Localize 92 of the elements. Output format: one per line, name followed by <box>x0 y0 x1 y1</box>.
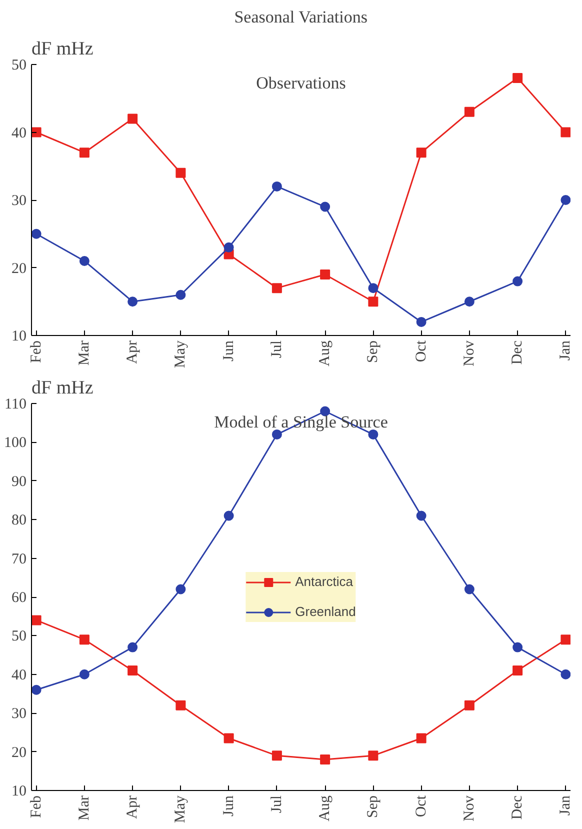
x-tick-label: Oct <box>413 794 430 818</box>
x-tick-label: Jun <box>220 340 237 362</box>
text: Observations <box>256 74 346 92</box>
point <box>560 127 570 138</box>
point <box>272 283 282 294</box>
x-tick-label: Jul <box>268 340 285 358</box>
point <box>368 429 378 440</box>
y-axis-title: dF mHz <box>32 378 94 398</box>
point <box>512 73 523 84</box>
y-tick-label: 30 <box>12 193 26 209</box>
point <box>512 642 523 652</box>
point <box>464 700 474 710</box>
y-tick-label: 100 <box>4 435 26 452</box>
point <box>272 181 282 192</box>
point <box>464 106 474 117</box>
x-tick-label: Mar <box>76 795 92 820</box>
point <box>79 669 90 680</box>
x-tick-label: Nov <box>461 795 478 822</box>
point <box>128 642 138 652</box>
point <box>79 148 90 158</box>
point <box>368 283 378 294</box>
y-tick-label: 20 <box>12 260 26 277</box>
point <box>128 666 138 676</box>
y-tick-label: 20 <box>12 744 26 761</box>
y-tick-label: 10 <box>12 328 26 344</box>
y-tick-label: 90 <box>12 474 26 490</box>
point <box>368 296 378 307</box>
x-tick-label: Apr <box>124 340 141 364</box>
x-tick-label: Jan <box>558 795 574 816</box>
y-tick-label: 40 <box>12 125 26 142</box>
y-tick-label: 30 <box>12 706 26 722</box>
point <box>464 296 474 307</box>
x-tick-label: Sep <box>365 796 382 818</box>
point <box>560 195 570 205</box>
x-tick-label: Aug <box>317 340 334 366</box>
point <box>176 168 186 178</box>
x-tick-label: May <box>172 340 189 368</box>
x-tick-label: Feb <box>28 340 44 363</box>
point <box>512 666 523 676</box>
x-tick-label: Aug <box>317 795 334 822</box>
y-tick-label: 50 <box>12 628 26 645</box>
x-tick-label: Dec <box>510 795 526 820</box>
point <box>224 510 234 521</box>
y-tick-label: 110 <box>4 396 27 412</box>
x-tick-label: Jun <box>220 795 237 816</box>
y-tick-label: 10 <box>12 784 26 800</box>
point <box>32 228 42 239</box>
y-tick-label: 80 <box>12 512 26 529</box>
legend-label: Greenland <box>295 604 356 619</box>
x-tick-label: Oct <box>413 340 430 362</box>
x-tick-label: May <box>172 795 189 823</box>
point <box>176 584 186 594</box>
x-tick-label: Nov <box>461 340 478 366</box>
point <box>272 429 282 440</box>
point <box>560 669 570 680</box>
point <box>464 584 474 594</box>
point <box>512 276 523 286</box>
x-tick-label: Apr <box>124 795 141 819</box>
point <box>128 296 138 307</box>
x-tick-label: Feb <box>28 796 44 818</box>
point <box>224 733 234 744</box>
point <box>416 733 426 744</box>
point <box>320 202 330 212</box>
x-tick-label: Jan <box>558 340 574 360</box>
y-tick-label: 50 <box>12 58 26 74</box>
y-tick-label: 40 <box>12 667 26 684</box>
point <box>416 510 426 521</box>
x-tick-label: Jul <box>268 795 285 814</box>
point <box>320 754 330 765</box>
y-tick-label: 70 <box>12 551 26 568</box>
point <box>79 256 90 266</box>
y-tick-label: 60 <box>12 590 26 606</box>
x-tick-label: Mar <box>76 340 92 366</box>
point <box>32 684 42 695</box>
x-tick-label: Sep <box>365 340 382 363</box>
y-axis-title: dF mHz <box>32 38 94 60</box>
point <box>560 634 570 645</box>
point <box>224 242 234 252</box>
point <box>128 114 138 124</box>
point <box>32 615 42 626</box>
point <box>176 290 186 300</box>
point <box>320 270 330 280</box>
x-tick-label: Dec <box>510 340 526 365</box>
chart-title: Seasonal Variations <box>234 8 368 26</box>
point <box>416 316 426 327</box>
point <box>176 700 186 710</box>
point <box>32 127 42 138</box>
legend-label: Antarctica <box>295 574 353 589</box>
point <box>272 750 282 761</box>
point <box>79 634 90 645</box>
point <box>416 148 426 158</box>
point <box>368 750 378 761</box>
